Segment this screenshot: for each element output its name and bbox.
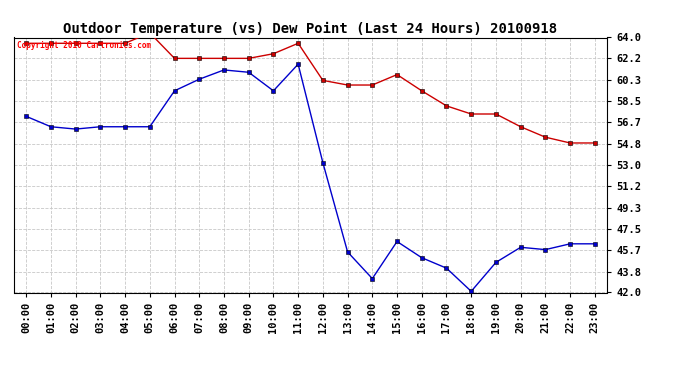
- Title: Outdoor Temperature (vs) Dew Point (Last 24 Hours) 20100918: Outdoor Temperature (vs) Dew Point (Last…: [63, 22, 558, 36]
- Text: Copyright 2010 Cartronics.com: Copyright 2010 Cartronics.com: [17, 41, 151, 50]
